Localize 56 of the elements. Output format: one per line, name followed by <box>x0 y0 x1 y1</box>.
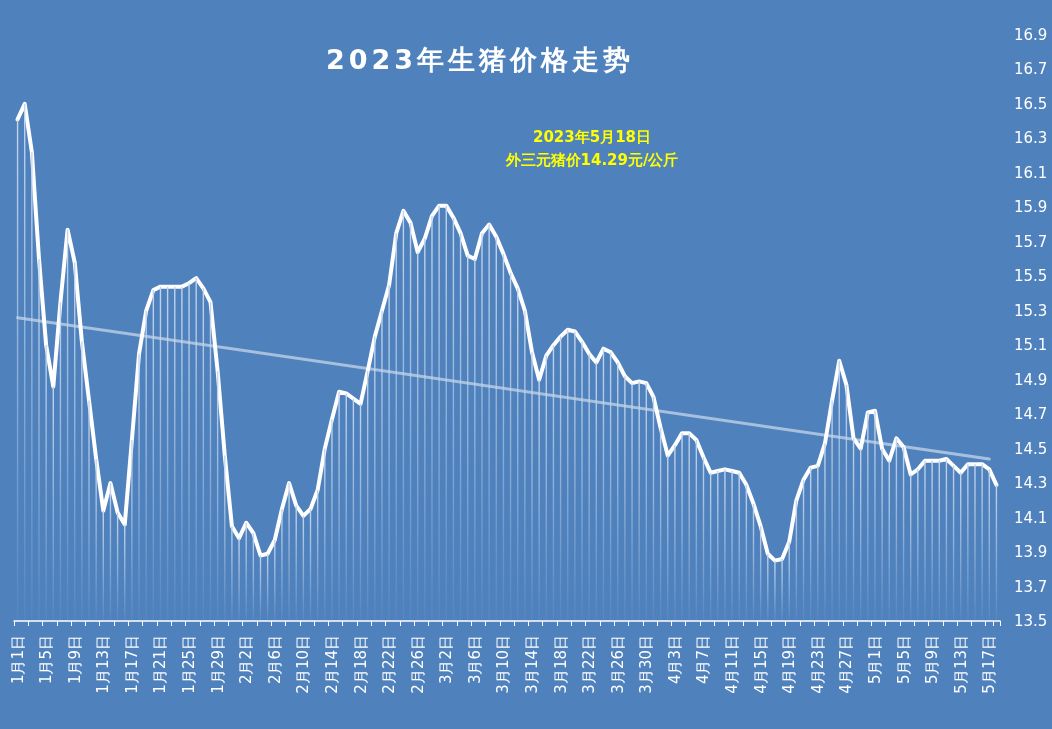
x-tick-label: 2月6日 <box>265 635 284 685</box>
x-tick-label: 1月1日 <box>8 635 27 685</box>
x-tick-label: 5月17日 <box>980 635 999 694</box>
x-tick-label: 2月14日 <box>322 635 341 694</box>
x-tick-label: 3月10日 <box>494 635 513 694</box>
x-tick-label: 2月26日 <box>408 635 427 694</box>
x-tick-label: 3月26日 <box>608 635 627 694</box>
y-tick-label: 15.7 <box>1014 232 1048 251</box>
x-tick-label: 4月11日 <box>723 635 742 694</box>
x-tick-label: 5月1日 <box>865 635 884 685</box>
x-tick-label: 3月6日 <box>465 635 484 685</box>
y-tick-label: 16.9 <box>1014 26 1048 44</box>
x-tick-label: 1月13日 <box>94 635 113 694</box>
y-tick-label: 16.7 <box>1014 60 1048 79</box>
y-tick-label: 16.3 <box>1014 129 1048 148</box>
x-tick-label: 4月27日 <box>837 635 856 694</box>
y-tick-label: 14.7 <box>1014 405 1048 424</box>
y-tick-label: 14.5 <box>1014 439 1048 458</box>
y-tick-label: 13.5 <box>1014 612 1048 630</box>
y-tick-label: 15.1 <box>1014 336 1048 355</box>
x-tick-label: 5月5日 <box>894 635 913 685</box>
x-tick-label: 1月21日 <box>151 635 170 694</box>
x-tick-label: 4月7日 <box>694 635 713 685</box>
x-tick-label: 1月17日 <box>122 635 141 694</box>
x-tick-label: 1月5日 <box>37 635 56 685</box>
x-tick-label: 4月23日 <box>808 635 827 694</box>
x-tick-label: 3月2日 <box>437 635 456 685</box>
y-tick-label: 16.5 <box>1014 94 1048 113</box>
y-tick-label: 16.1 <box>1014 163 1048 182</box>
x-tick-label: 5月9日 <box>923 635 942 685</box>
x-tick-label: 2月22日 <box>380 635 399 694</box>
x-tick-label: 1月25日 <box>180 635 199 694</box>
y-tick-label: 13.9 <box>1014 543 1048 562</box>
x-tick-label: 2月18日 <box>351 635 370 694</box>
x-tick-label: 3月14日 <box>523 635 542 694</box>
x-tick-label: 4月15日 <box>751 635 770 694</box>
x-tick-label: 1月9日 <box>65 635 84 685</box>
x-tick-label: 4月19日 <box>780 635 799 694</box>
x-tick-label: 2月2日 <box>237 635 256 685</box>
chart-title: 2023年生猪价格走势 <box>326 44 635 76</box>
y-tick-label: 14.3 <box>1014 474 1048 493</box>
x-tick-label: 2月10日 <box>294 635 313 694</box>
x-tick-label: 5月13日 <box>951 635 970 694</box>
y-tick-label: 15.3 <box>1014 301 1048 320</box>
annotation: 外三元猪价14.29元/公斤 <box>504 151 679 169</box>
annotation: 2023年5月18日 <box>532 128 652 146</box>
x-tick-label: 4月3日 <box>665 635 684 685</box>
x-tick-label: 1月29日 <box>208 635 227 694</box>
y-tick-label: 13.7 <box>1014 577 1048 596</box>
x-tick-label: 3月30日 <box>637 635 656 694</box>
x-tick-label: 3月18日 <box>551 635 570 694</box>
x-tick-label: 3月22日 <box>580 635 599 694</box>
y-tick-label: 14.1 <box>1014 508 1048 527</box>
y-tick-label: 14.9 <box>1014 370 1048 389</box>
y-tick-label: 15.5 <box>1014 267 1048 286</box>
y-tick-label: 15.9 <box>1014 198 1048 217</box>
